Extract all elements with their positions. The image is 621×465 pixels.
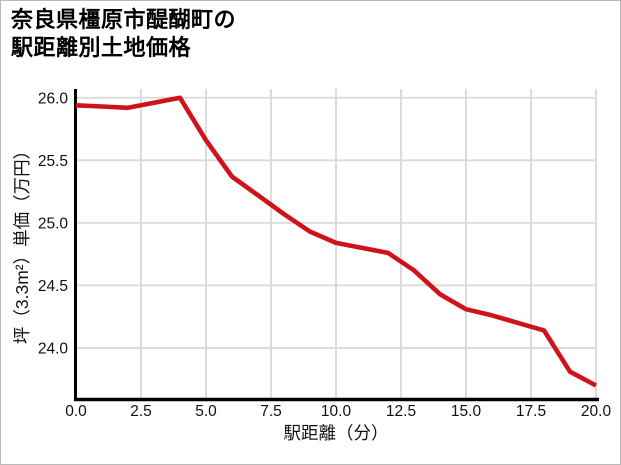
axis-layer (74, 89, 599, 402)
chart-title-line1: 奈良県橿原市醍醐町の (11, 7, 237, 32)
y-axis-title: 坪（3.3m²）単価（万円） (12, 142, 32, 344)
x-tick-label: 15.0 (451, 403, 482, 420)
x-tick-label: 0.0 (65, 403, 87, 420)
y-tick-label: 24.0 (38, 340, 69, 357)
x-tick-label: 2.5 (130, 403, 152, 420)
chart-title-line2: 駅距離別土地価格 (11, 35, 192, 60)
price-line (75, 95, 598, 388)
chart-title: 奈良県橿原市醍醐町の 駅距離別土地価格 (11, 6, 236, 62)
y-tick-label: 26.0 (38, 90, 69, 107)
y-tick-label: 25.0 (38, 215, 69, 232)
x-tick-label: 7.5 (260, 403, 282, 420)
y-tick-label: 25.5 (38, 153, 68, 170)
y-tick-label: 24.5 (38, 278, 68, 295)
x-tick-label: 5.0 (195, 403, 217, 420)
grid-layer (75, 89, 597, 399)
x-tick-label: 10.0 (321, 403, 352, 420)
x-axis-title: 駅距離（分） (284, 423, 389, 443)
x-tick-label: 12.5 (386, 403, 416, 420)
series-layer (75, 95, 598, 388)
ticks-layer: 26.0 25.5 25.0 24.5 24.0 0.0 2.5 5.0 7.5 10.0 12.5… (38, 90, 612, 420)
x-tick-label: 17.5 (516, 403, 546, 420)
x-tick-label: 20.0 (581, 403, 612, 420)
